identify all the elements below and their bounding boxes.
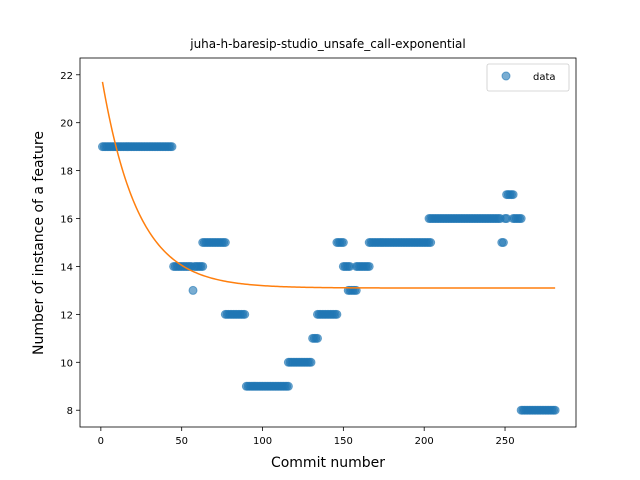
y-tick-label: 18: [60, 167, 73, 178]
legend-marker-data: [501, 71, 511, 81]
x-tick-label: 150: [334, 436, 353, 447]
legend-label-data: data: [533, 72, 556, 83]
data-point: [550, 405, 560, 415]
data-point: [198, 261, 208, 271]
chart-title: juha-h-baresip-studio_unsafe_call-expone…: [189, 37, 466, 51]
data-point: [426, 238, 436, 247]
data-point: [312, 333, 322, 343]
y-axis-label: Number of instance of a feature: [31, 131, 47, 355]
data-point: [332, 309, 342, 319]
x-tick-label: 0: [98, 436, 104, 447]
x-tick-label: 200: [415, 436, 434, 447]
x-tick-label: 250: [495, 436, 514, 447]
y-tick-label: 8: [67, 406, 73, 417]
legend: data: [486, 63, 570, 92]
y-axis-ticks: 8 10 12 14 16 18 20 22: [60, 71, 80, 417]
x-axis-ticks: 0 50 100 150 200 250: [98, 427, 515, 447]
data-point: [516, 214, 526, 224]
x-tick-label: 100: [253, 436, 272, 447]
data-point: [283, 381, 293, 391]
fit-line: [101, 81, 556, 289]
y-tick-label: 20: [60, 119, 73, 130]
data-point: [508, 190, 518, 200]
y-tick-label: 14: [60, 262, 73, 273]
x-axis-label: Commit number: [271, 455, 385, 471]
data-point: [364, 261, 374, 271]
data-point: [220, 238, 230, 247]
y-tick-label: 12: [60, 310, 73, 321]
y-tick-label: 16: [60, 215, 73, 226]
axes-frame: [79, 57, 577, 428]
data-point: [240, 309, 250, 319]
data-point: [306, 357, 316, 367]
data-point: [167, 142, 177, 152]
data-points: [97, 142, 560, 415]
x-tick-label: 50: [175, 436, 188, 447]
y-tick-label: 22: [60, 71, 73, 82]
y-tick-label: 10: [60, 358, 73, 369]
data-point: [338, 238, 348, 247]
data-point: [188, 285, 198, 295]
legend-box: [486, 63, 570, 92]
data-point: [498, 238, 508, 247]
